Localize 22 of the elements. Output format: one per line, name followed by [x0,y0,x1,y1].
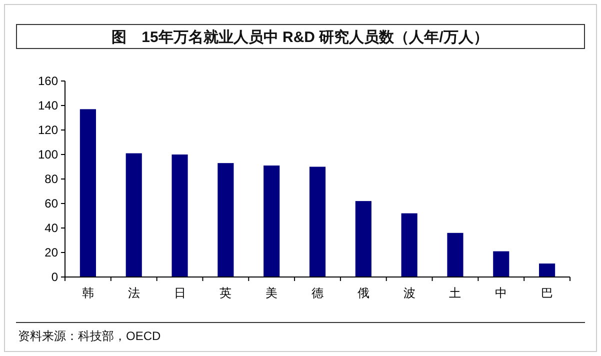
chart-title: 图 15年万名就业人员中 R&D 研究人员数（人年/万人） [112,28,488,46]
y-tick-label: 20 [44,246,58,260]
x-tick-label: 英 [220,286,232,300]
x-tick-label: 土 [449,286,462,300]
y-tick-label: 160 [38,74,58,88]
x-tick-label: 中 [495,286,508,300]
y-tick-label: 80 [44,172,58,186]
x-tick-label: 巴 [541,286,554,300]
x-tick-label: 韩 [82,286,94,300]
y-tick-label: 60 [44,196,58,210]
x-tick-label: 德 [312,286,324,300]
y-tick-label: 140 [38,98,58,112]
x-tick-label: 俄 [357,286,370,300]
y-tick-label: 100 [38,148,58,162]
x-tick-label: 波 [403,286,416,300]
y-tick-label: 120 [38,123,58,137]
y-tick-label: 40 [44,221,58,235]
y-tick-label: 0 [51,270,58,284]
x-tick-label: 法 [128,286,140,300]
x-tick-label: 美 [266,286,278,300]
x-tick-label: 日 [174,286,186,300]
text: 资料来源：科技部，OECD [18,329,162,343]
